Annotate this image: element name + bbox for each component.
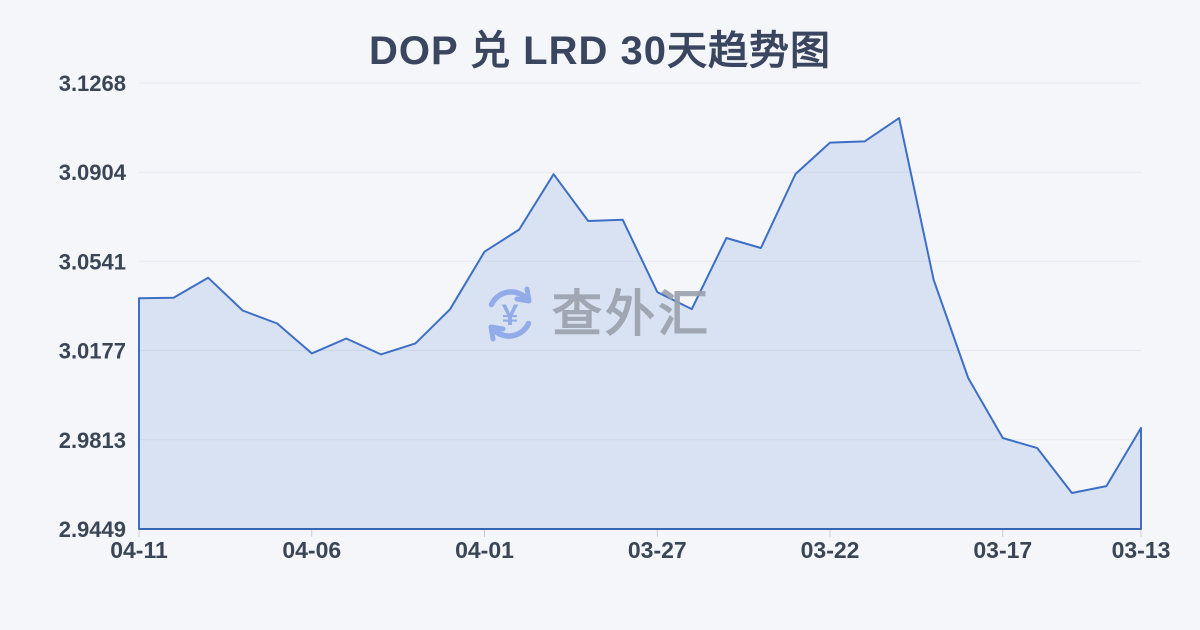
x-axis-label: 03-27 (628, 537, 687, 563)
x-axis-label: 04-06 (282, 537, 341, 563)
x-axis-label: 03-13 (1112, 537, 1171, 563)
x-axis-label: 04-01 (455, 537, 514, 563)
y-axis-label: 3.1268 (59, 71, 126, 96)
y-axis-label: 2.9449 (59, 517, 126, 542)
x-axis-label: 03-22 (801, 537, 860, 563)
x-axis-label: 04-11 (110, 537, 168, 563)
y-axis-label: 3.0904 (59, 160, 127, 185)
y-axis-label: 2.9813 (59, 428, 126, 453)
watermark-text: 查外汇 (552, 286, 711, 342)
y-axis-label: 3.0177 (59, 339, 126, 364)
x-axis-label: 03-17 (973, 537, 1032, 563)
area-fill (139, 118, 1141, 529)
trend-line (138, 117, 1142, 530)
y-axis-label: 3.0541 (59, 249, 126, 274)
yen-exchange-icon: ¥ (488, 286, 532, 342)
watermark: ¥ 查外汇 (480, 284, 711, 344)
yen-glyph: ¥ (502, 299, 519, 332)
chart-title: DOP 兑 LRD 30天趋势图 (369, 29, 831, 73)
